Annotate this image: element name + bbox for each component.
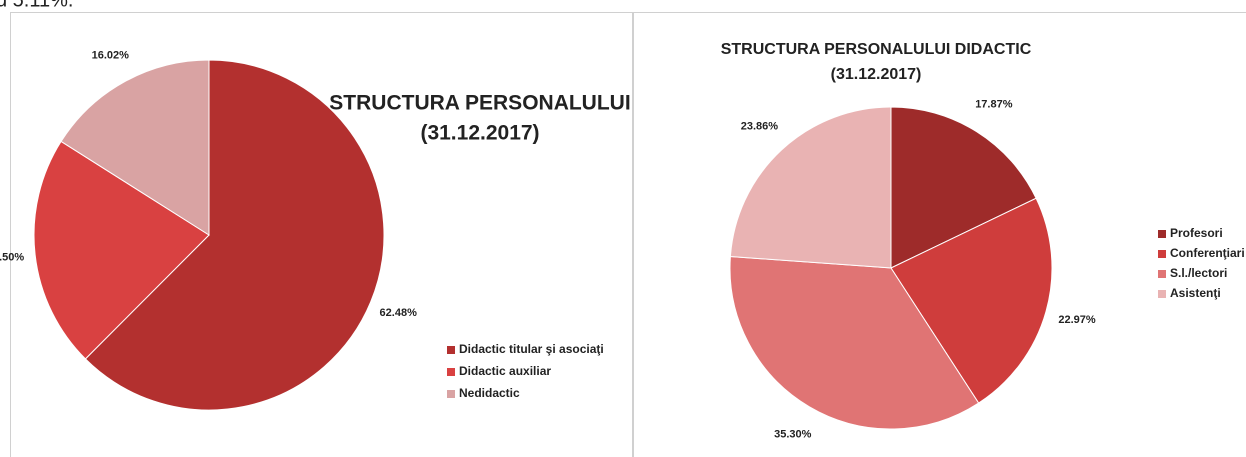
panel xyxy=(633,12,1246,457)
legend-swatch xyxy=(1158,290,1166,298)
legend-label: Didactic auxiliar xyxy=(459,364,551,378)
legend-label: Profesori xyxy=(1170,226,1223,240)
pie-slice xyxy=(890,106,1037,269)
chart-title: (31.12.2017) xyxy=(420,122,539,145)
legend-swatch xyxy=(447,346,455,354)
chart-title: STRUCTURA PERSONALULUI DIDACTIC xyxy=(721,41,1032,58)
legend-swatch xyxy=(1158,270,1166,278)
pie-slice xyxy=(33,140,210,360)
pie-slice xyxy=(890,197,1053,404)
pie-slice xyxy=(84,59,385,411)
legend-label: Asistenţi xyxy=(1170,286,1221,300)
pie-slice xyxy=(60,59,210,236)
data-label: 35.30% xyxy=(774,428,812,440)
data-label: 22.97% xyxy=(1058,314,1096,326)
legend-label: Didactic titular şi asociaţi xyxy=(459,342,604,356)
pie-slice xyxy=(729,255,980,430)
pie-slice xyxy=(729,106,892,269)
legend-swatch xyxy=(1158,230,1166,238)
data-label: 21.50% xyxy=(0,252,24,264)
data-label: 23.86% xyxy=(741,120,779,132)
chart-title: STRUCTURA PERSONALULUI xyxy=(329,92,630,115)
legend-label: Nedidactic xyxy=(459,386,520,400)
panel xyxy=(10,12,633,457)
legend-swatch xyxy=(447,390,455,398)
data-label: 16.02% xyxy=(92,50,130,62)
header-text: d 5.11%. xyxy=(0,0,73,11)
data-label: 17.87% xyxy=(975,98,1013,110)
data-label: 62.48% xyxy=(380,307,418,319)
legend-swatch xyxy=(447,368,455,376)
legend-swatch xyxy=(1158,250,1166,258)
legend-label: Conferenţiari xyxy=(1170,246,1245,260)
legend-label: S.l./lectori xyxy=(1170,266,1227,280)
chart-title: (31.12.2017) xyxy=(831,66,922,83)
